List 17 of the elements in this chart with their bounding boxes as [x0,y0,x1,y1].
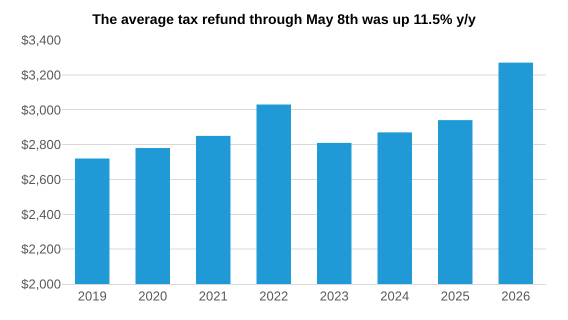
x-tick-label: 2026 [501,288,530,304]
x-tick-label: 2025 [440,288,470,304]
y-tick-label: $2,200 [21,242,61,257]
x-tick-label: 2024 [380,288,410,304]
x-tick-label: 2020 [138,288,168,304]
y-tick-label: $2,000 [21,276,61,292]
y-tick-label: $3,400 [21,32,61,48]
x-tick-label: 2023 [320,288,349,304]
x-tick-label: 2021 [198,288,228,304]
y-tick-label: $3,000 [21,102,61,118]
y-tick-label: $2,800 [21,137,61,152]
y-tick-label: $3,200 [21,67,61,82]
y-tick-label: $2,400 [21,206,61,222]
x-tick-label: 2022 [259,288,288,304]
x-tick-label: 2019 [78,288,107,304]
chart-title: The average tax refund through May 8th was up 11.5% y/y [92,11,476,28]
y-tick-label: $2,600 [21,172,61,187]
